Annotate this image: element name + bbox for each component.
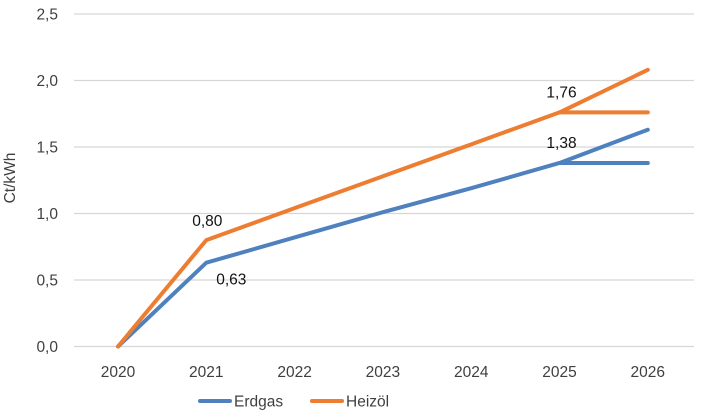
y-axis-tick-label: 0,5 — [36, 273, 58, 290]
y-axis-tick-label: 0,0 — [36, 339, 58, 356]
x-axis-tick-label: 2026 — [631, 364, 665, 381]
y-axis-tick-label: 1,0 — [36, 206, 58, 223]
x-axis-tick-label: 2022 — [277, 364, 311, 381]
x-axis-tick-label: 2020 — [101, 364, 136, 381]
x-axis-tick-label: 2025 — [542, 364, 576, 381]
y-axis-title: Ct/kWh — [2, 153, 19, 204]
data-label: 1,76 — [546, 84, 576, 101]
legend-item-heizol: Heizöl — [310, 394, 389, 411]
data-label: 1,38 — [546, 135, 576, 152]
y-axis-tick-label: 1,5 — [36, 140, 58, 157]
y-axis-tick-label: 2,0 — [36, 73, 58, 90]
x-axis-tick-label: 2024 — [454, 364, 489, 381]
x-axis-tick-label: 2023 — [366, 364, 400, 381]
data-label: 0,63 — [216, 272, 246, 289]
legend-label: Erdgas — [234, 394, 283, 411]
data-label: 0,80 — [192, 213, 223, 230]
y-axis-tick-label: 2,5 — [36, 7, 58, 24]
legend-item-erdgas: Erdgas — [198, 394, 283, 411]
x-axis-tick-label: 2021 — [189, 364, 223, 381]
legend-label: Heizöl — [346, 394, 389, 411]
